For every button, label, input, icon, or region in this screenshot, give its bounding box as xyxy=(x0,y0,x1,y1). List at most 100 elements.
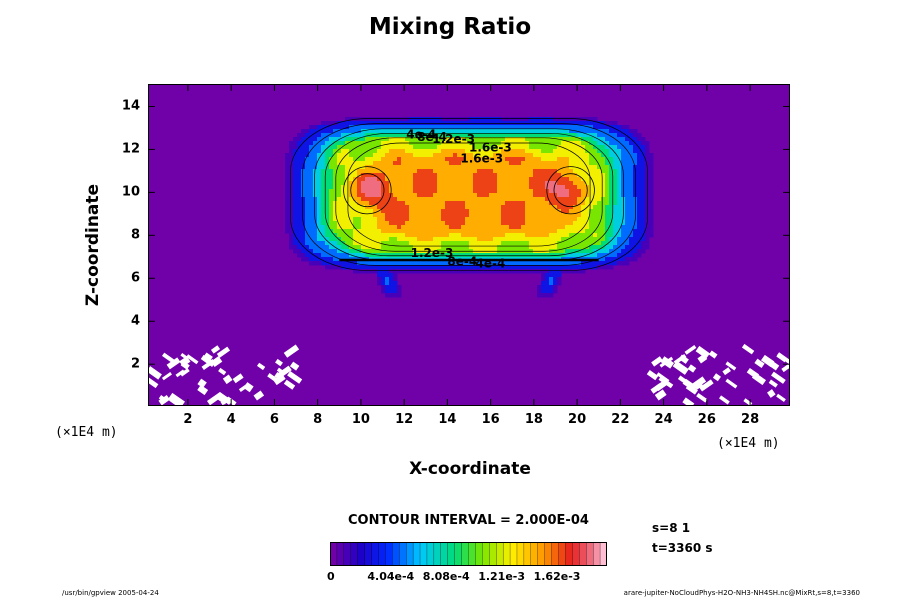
field-cell xyxy=(413,261,418,266)
field-cell xyxy=(605,121,610,126)
field-cell xyxy=(537,189,542,194)
field-cell xyxy=(569,249,574,254)
field-cell xyxy=(385,173,390,178)
field-cell xyxy=(437,137,442,142)
field-cell xyxy=(389,289,394,294)
field-cell xyxy=(577,173,582,178)
speckle-mark xyxy=(283,379,296,390)
field-cell xyxy=(565,209,570,214)
field-cell xyxy=(537,197,542,202)
field-cell xyxy=(629,253,634,258)
field-cell xyxy=(353,245,358,250)
field-cell xyxy=(609,153,614,158)
field-cell xyxy=(589,169,594,174)
field-cell xyxy=(549,161,554,166)
field-cell xyxy=(425,161,430,166)
field-cell xyxy=(593,245,598,250)
field-cell xyxy=(533,225,538,230)
field-cell xyxy=(361,117,366,122)
field-cell xyxy=(333,221,338,226)
field-cell xyxy=(629,201,634,206)
field-cell xyxy=(557,185,562,190)
field-cell xyxy=(397,185,402,190)
colorbar-cell xyxy=(392,541,400,567)
field-cell xyxy=(409,233,414,238)
field-cell xyxy=(493,125,498,130)
field-cell xyxy=(453,133,458,138)
field-cell xyxy=(601,129,606,134)
field-cell xyxy=(613,157,618,162)
field-cell xyxy=(633,137,638,142)
core-contour xyxy=(553,173,588,208)
field-cell xyxy=(629,141,634,146)
contour-line xyxy=(324,132,614,257)
field-cell xyxy=(405,165,410,170)
field-cell xyxy=(509,153,514,158)
field-cell xyxy=(369,149,374,154)
field-cell xyxy=(461,173,466,178)
field-cell xyxy=(501,149,506,154)
field-cell xyxy=(625,253,630,258)
field-cell xyxy=(345,253,350,258)
field-cell xyxy=(489,225,494,230)
field-cell xyxy=(553,237,558,242)
field-cell xyxy=(329,221,334,226)
field-cell xyxy=(425,125,430,130)
field-cell xyxy=(589,145,594,150)
field-cell xyxy=(361,169,366,174)
field-cell xyxy=(381,265,386,270)
field-cell xyxy=(473,133,478,138)
field-cell xyxy=(389,157,394,162)
field-cell xyxy=(501,217,506,222)
field-cell xyxy=(493,265,498,270)
field-cell xyxy=(421,153,426,158)
field-cell xyxy=(401,181,406,186)
field-cell xyxy=(513,193,518,198)
field-cell xyxy=(505,233,510,238)
field-cell xyxy=(541,177,546,182)
field-cell xyxy=(405,185,410,190)
field-cell xyxy=(497,265,502,270)
field-cell xyxy=(557,125,562,130)
field-cell xyxy=(493,153,498,158)
field-cell xyxy=(317,157,322,162)
field-cell xyxy=(477,193,482,198)
field-cell xyxy=(585,221,590,226)
field-cell xyxy=(469,193,474,198)
field-cell xyxy=(433,221,438,226)
field-cell xyxy=(561,241,566,246)
field-cell xyxy=(381,145,386,150)
field-cell xyxy=(609,257,614,262)
field-cell xyxy=(369,237,374,242)
field-cell xyxy=(285,189,290,194)
field-cell xyxy=(617,141,622,146)
field-cell xyxy=(329,261,334,266)
field-cell xyxy=(437,161,442,166)
field-cell xyxy=(613,237,618,242)
field-cell xyxy=(553,281,558,286)
field-cell xyxy=(377,213,382,218)
field-cell xyxy=(485,225,490,230)
field-cell xyxy=(549,237,554,242)
field-cell xyxy=(385,161,390,166)
field-cell xyxy=(553,269,558,274)
field-cell xyxy=(349,165,354,170)
field-cell xyxy=(321,261,326,266)
field-cell xyxy=(401,169,406,174)
field-cell xyxy=(553,161,558,166)
speckle-mark xyxy=(697,353,708,364)
field-cell xyxy=(429,157,434,162)
colorbar-border xyxy=(330,542,607,566)
field-cell xyxy=(385,221,390,226)
field-cell xyxy=(481,137,486,142)
field-cell xyxy=(329,145,334,150)
field-cell xyxy=(649,153,654,158)
field-cell xyxy=(421,237,426,242)
speckle-mark xyxy=(210,345,221,354)
field-cell xyxy=(637,205,642,210)
field-cell xyxy=(365,249,370,254)
field-cell xyxy=(489,125,494,130)
field-cell xyxy=(325,217,330,222)
field-cell xyxy=(589,149,594,154)
field-cell xyxy=(329,197,334,202)
